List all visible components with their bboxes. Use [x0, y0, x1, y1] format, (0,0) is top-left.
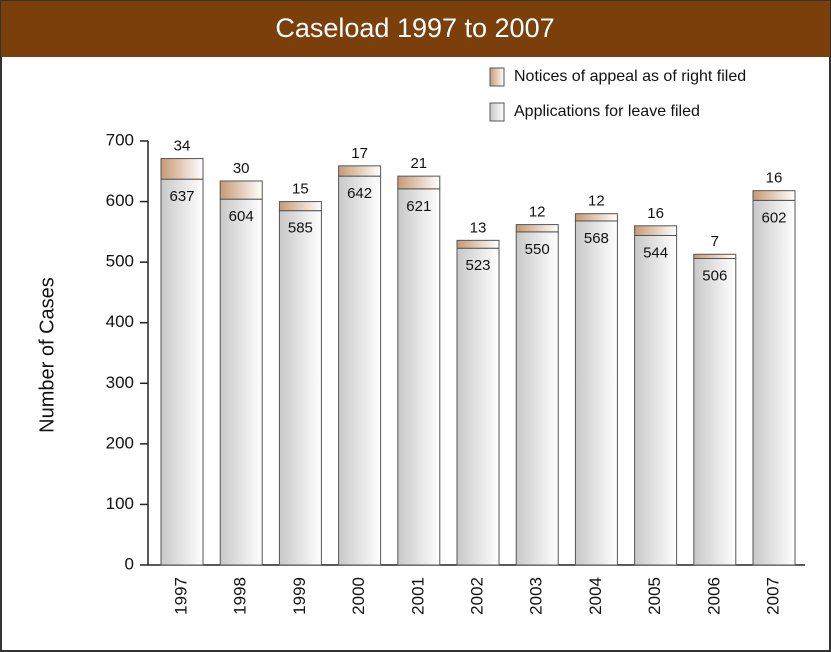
- bar-segment: [752, 190, 796, 201]
- bar-segment: [456, 247, 500, 566]
- bar-segment: [693, 253, 737, 260]
- y-tick-label: 300: [106, 373, 134, 392]
- title-banner: [1, 1, 830, 57]
- data-label: 506: [702, 267, 727, 284]
- bar-segment: [338, 175, 382, 566]
- bar-segment: [634, 225, 678, 236]
- y-tick-label: 600: [106, 191, 134, 210]
- data-label: 16: [647, 205, 664, 222]
- y-tick-label: 200: [106, 433, 134, 452]
- data-label: 550: [525, 241, 550, 258]
- data-label: 12: [529, 204, 546, 221]
- bar-segment: [515, 231, 559, 566]
- bar-segment: [693, 258, 737, 566]
- y-tick-label: 400: [106, 312, 134, 331]
- data-label: 637: [169, 188, 194, 205]
- x-tick-label: 2002: [467, 577, 486, 615]
- bar-segment: [752, 199, 796, 566]
- bar-segment: [397, 188, 441, 566]
- y-tick-label: 500: [106, 252, 134, 271]
- data-label: 13: [470, 219, 487, 236]
- data-label: 621: [406, 198, 431, 215]
- data-label: 30: [233, 160, 250, 177]
- bar-segment: [219, 198, 263, 566]
- y-axis-label: Number of Cases: [36, 277, 58, 433]
- legend-swatch: [489, 67, 505, 87]
- data-label: 544: [643, 244, 668, 261]
- x-tick-label: 2005: [645, 577, 664, 615]
- bar-segment: [515, 224, 559, 233]
- data-label: 17: [351, 145, 368, 162]
- bar-segment: [278, 210, 322, 566]
- x-tick-label: 2000: [349, 577, 368, 615]
- x-tick-label: 1999: [290, 577, 309, 615]
- data-label: 16: [766, 170, 783, 187]
- data-label: 585: [288, 220, 313, 237]
- data-label: 15: [292, 181, 309, 198]
- legend-label: Notices of appeal as of right filed: [514, 68, 746, 85]
- y-tick-label: 0: [125, 554, 134, 573]
- bar-segment: [219, 180, 263, 200]
- data-label: 604: [229, 208, 254, 225]
- chart-title: Caseload 1997 to 2007: [275, 13, 554, 43]
- bar-segment: [278, 201, 322, 212]
- x-tick-label: 2003: [527, 577, 546, 615]
- data-label: 34: [174, 138, 191, 155]
- bar-segment: [338, 165, 382, 177]
- x-tick-label: 2004: [586, 577, 605, 615]
- bar-segment: [160, 158, 204, 180]
- x-tick-label: 2006: [704, 577, 723, 615]
- data-label: 12: [588, 193, 605, 210]
- legend-label: Applications for leave filed: [514, 103, 700, 120]
- data-label: 7: [711, 233, 719, 250]
- bar-segment: [574, 220, 618, 566]
- bar-segment: [397, 175, 441, 190]
- data-label: 21: [410, 155, 427, 172]
- x-tick-label: 2001: [408, 577, 427, 615]
- bar-segment: [634, 234, 678, 566]
- bar-segment: [574, 213, 618, 222]
- y-tick-label: 100: [106, 494, 134, 513]
- x-tick-label: 2007: [763, 577, 782, 615]
- x-tick-label: 1997: [171, 577, 190, 615]
- data-label: 523: [465, 257, 490, 274]
- y-tick-label: 700: [106, 130, 134, 149]
- x-tick-label: 1998: [231, 577, 250, 615]
- data-label: 642: [347, 185, 372, 202]
- data-label: 602: [761, 209, 786, 226]
- data-label: 568: [584, 230, 609, 247]
- legend-swatch: [489, 102, 505, 122]
- bar-segment: [160, 178, 204, 566]
- bar-segment: [456, 239, 500, 249]
